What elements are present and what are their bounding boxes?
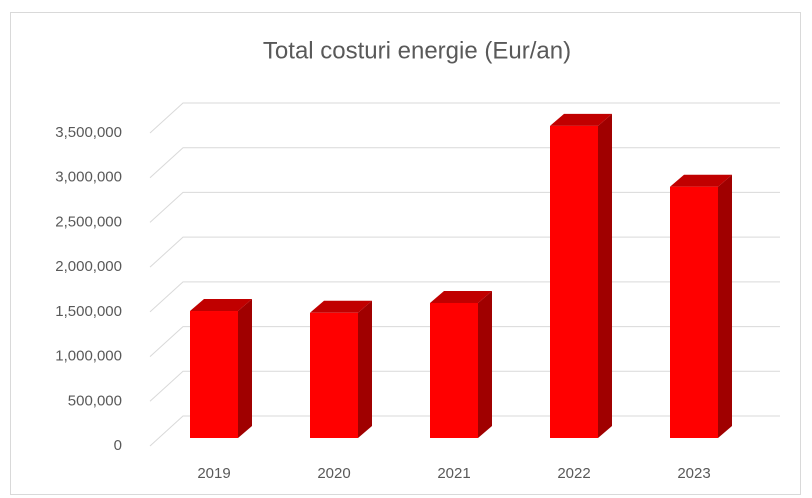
- grid-line: [149, 102, 780, 134]
- x-tick-label: 2023: [677, 465, 710, 482]
- bar: [430, 302, 478, 438]
- y-tick-label: 2,500,000: [55, 213, 122, 230]
- bar-side: [478, 290, 492, 438]
- bar-side: [718, 174, 732, 438]
- bar: [310, 312, 358, 438]
- bar-side: [598, 113, 612, 438]
- chart-title: Total costuri energie (Eur/an): [263, 37, 571, 64]
- bar-top: [430, 290, 492, 303]
- y-tick-label: 3,000,000: [55, 169, 122, 186]
- x-tick-label: 2021: [437, 465, 470, 482]
- bar-side: [238, 299, 252, 438]
- y-tick-label: 0: [114, 437, 122, 454]
- y-tick-label: 2,000,000: [55, 258, 122, 275]
- x-tick-label: 2020: [317, 465, 350, 482]
- bar-top: [670, 174, 732, 187]
- bar-top: [190, 299, 252, 312]
- y-tick-label: 1,500,000: [55, 303, 122, 320]
- bar-side: [358, 300, 372, 438]
- bar-top: [550, 113, 612, 126]
- bar-top: [310, 300, 372, 313]
- y-tick-label: 1,000,000: [55, 348, 122, 365]
- bar: [190, 311, 238, 438]
- x-tick-label: 2019: [197, 465, 230, 482]
- bar: [670, 186, 718, 438]
- x-tick-label: 2022: [557, 465, 590, 482]
- y-tick-label: 3,500,000: [55, 124, 122, 141]
- bar: [550, 125, 598, 438]
- y-tick-label: 500,000: [68, 392, 122, 409]
- chart-border: [10, 12, 801, 495]
